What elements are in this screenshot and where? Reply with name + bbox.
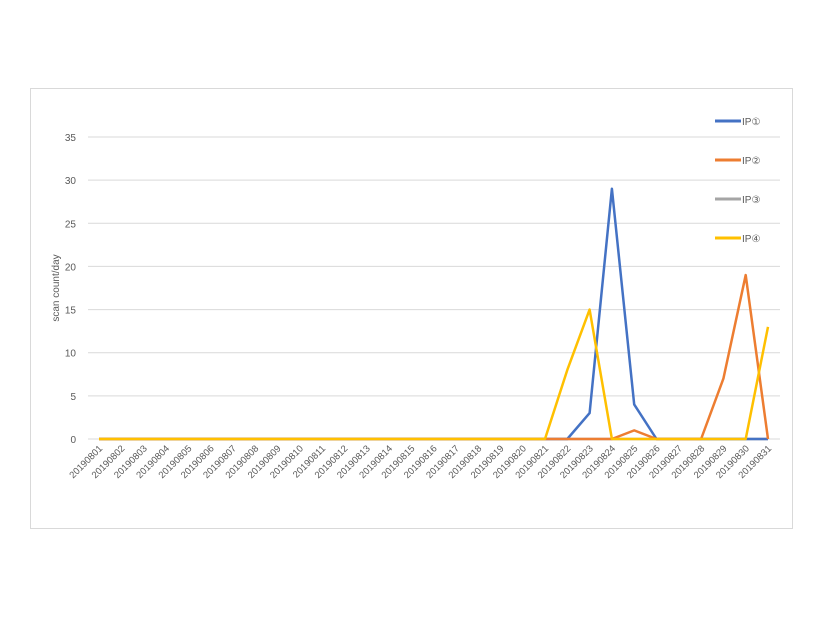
chart-frame bbox=[30, 88, 793, 529]
y-tick-label: 0 bbox=[70, 435, 76, 446]
legend-label-3: IP③ bbox=[742, 195, 760, 206]
y-tick-label: 25 bbox=[65, 219, 77, 230]
legend-label-4: IP④ bbox=[742, 234, 760, 245]
legend-label-1: IP① bbox=[742, 117, 760, 128]
legend-label-2: IP② bbox=[742, 156, 760, 167]
y-tick-label: 30 bbox=[65, 176, 77, 187]
y-axis-label: scan count/day bbox=[51, 254, 62, 321]
series-line-1 bbox=[99, 187, 768, 441]
y-tick-label: 5 bbox=[70, 392, 76, 403]
y-tick-label: 10 bbox=[65, 349, 77, 360]
y-tick-label: 35 bbox=[65, 133, 77, 144]
series-line-4 bbox=[99, 308, 770, 441]
y-tick-label: 20 bbox=[65, 262, 77, 273]
y-tick-label: 15 bbox=[65, 306, 77, 317]
series-line-2 bbox=[99, 273, 770, 441]
